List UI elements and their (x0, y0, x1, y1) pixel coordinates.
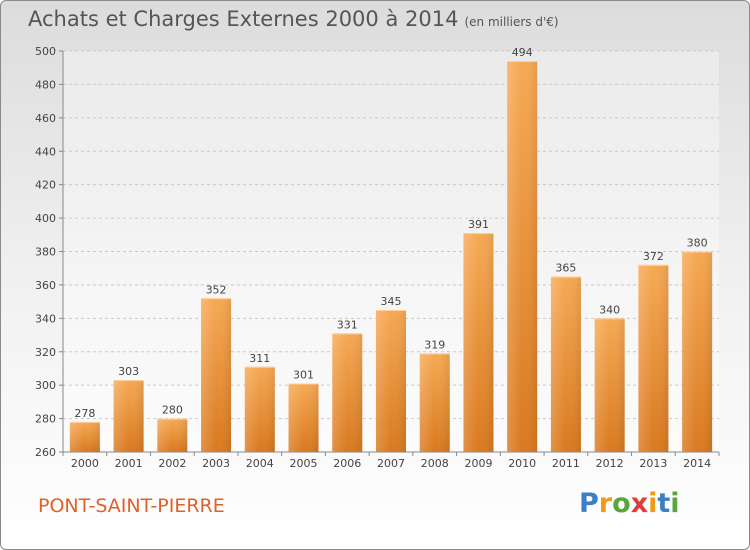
x-tick-label: 2001 (115, 457, 143, 470)
y-tick-label: 460 (35, 112, 56, 125)
x-tick-label: 2000 (71, 457, 99, 470)
x-tick-label: 2004 (246, 457, 274, 470)
logo-letter: P (579, 488, 599, 519)
data-label: 391 (468, 218, 489, 231)
bar-shade (594, 318, 625, 452)
x-tick-label: 2008 (421, 457, 449, 470)
x-tick-label: 2002 (158, 457, 186, 470)
data-label: 280 (162, 404, 183, 417)
x-tick-label: 2013 (639, 457, 667, 470)
y-tick-label: 300 (35, 379, 56, 392)
city-name: PONT-SAINT-PIERRE (38, 495, 225, 517)
data-label: 380 (687, 237, 708, 250)
bar-shade (376, 309, 406, 452)
data-label: 340 (599, 303, 620, 316)
y-tick-label: 260 (35, 446, 56, 459)
chart-subtitle: (en milliers d'€) (464, 15, 559, 29)
bar-shade (157, 418, 188, 452)
logo-letter: o (612, 488, 631, 519)
x-tick-label: 2014 (683, 457, 711, 470)
logo-letter: r (598, 488, 613, 519)
y-tick-label: 320 (35, 346, 56, 359)
bar-shade (638, 264, 669, 452)
proxiti-logo: Proxiti (579, 488, 680, 519)
data-label: 319 (424, 338, 445, 351)
y-tick-label: 340 (35, 312, 56, 325)
x-tick-label: 2011 (552, 457, 580, 470)
y-tick-label: 380 (35, 246, 56, 259)
x-tick-label: 2006 (333, 457, 361, 470)
data-label: 311 (249, 352, 270, 365)
bar-shade (463, 233, 494, 452)
bar-shade (682, 251, 713, 452)
bar-shade (288, 383, 319, 452)
x-tick-label: 2003 (202, 457, 230, 470)
data-label: 345 (381, 295, 402, 308)
y-tick-label: 400 (35, 212, 56, 225)
data-label: 278 (74, 407, 95, 420)
data-label: 352 (206, 283, 227, 296)
logo-letter: x (630, 488, 649, 519)
data-label: 331 (337, 318, 358, 331)
bar-shade (201, 298, 232, 452)
y-tick-label: 500 (35, 45, 56, 58)
y-tick-label: 440 (35, 145, 56, 158)
logo-letter: i (670, 488, 680, 519)
data-label: 494 (512, 46, 533, 59)
x-tick-label: 2012 (596, 457, 624, 470)
chart-title: Achats et Charges Externes 2000 à 2014 (e… (28, 7, 559, 31)
logo-letter: t (657, 488, 671, 519)
bar-shade (69, 421, 100, 452)
bar-shade (332, 333, 363, 452)
x-tick-label: 2005 (290, 457, 318, 470)
logo-letter: i (648, 488, 658, 519)
bar-shade (550, 276, 581, 452)
data-label: 372 (643, 250, 664, 263)
data-label: 303 (118, 365, 139, 378)
bar-shade (419, 353, 450, 452)
bar-shade (507, 61, 538, 453)
x-tick-label: 2010 (508, 457, 536, 470)
y-tick-label: 420 (35, 179, 56, 192)
y-tick-label: 280 (35, 413, 56, 426)
y-tick-label: 360 (35, 279, 56, 292)
y-tick-label: 480 (35, 78, 56, 91)
bar-shade (244, 366, 275, 452)
bar-shade (113, 380, 144, 452)
x-tick-label: 2009 (464, 457, 492, 470)
title-text: Achats et Charges Externes 2000 à 2014 (28, 7, 459, 31)
data-label: 365 (555, 262, 576, 275)
x-tick-label: 2007 (377, 457, 405, 470)
data-label: 301 (293, 368, 314, 381)
